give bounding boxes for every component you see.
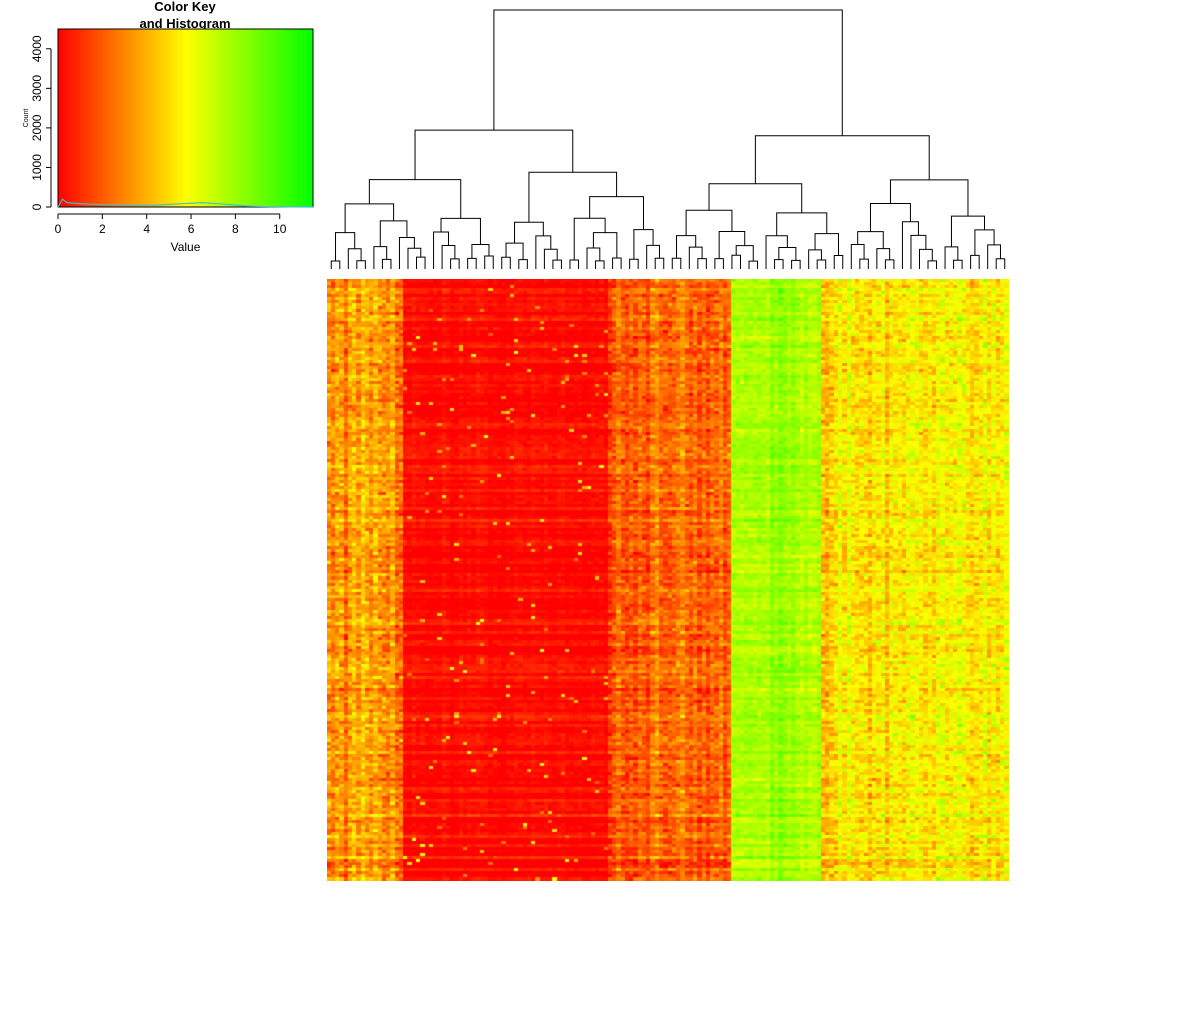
dendrogram-branch — [833, 255, 844, 269]
dendrogram-branch — [633, 229, 654, 260]
color-key-subtitle: and Histogram — [139, 16, 231, 31]
dendrogram-branch — [918, 248, 933, 269]
color-key-gradient — [57, 28, 314, 208]
dendrogram-branch — [407, 247, 422, 269]
x-tick-label: 2 — [99, 222, 106, 236]
dendrogram-branch — [944, 246, 959, 269]
dendrogram-branch — [857, 231, 884, 249]
heatmap-matrix — [327, 279, 1009, 881]
dendrogram-branch — [528, 171, 618, 223]
dendrogram-branch — [398, 236, 415, 269]
dendrogram-branch — [368, 179, 462, 219]
dendrogram-branch — [774, 259, 784, 269]
x-tick-label: 8 — [232, 222, 239, 236]
dendrogram-branch — [344, 203, 395, 233]
column-dendrogram — [330, 9, 1006, 269]
dendrogram-branch — [816, 259, 827, 269]
dendrogram-branch — [471, 243, 490, 259]
dendrogram-branch — [869, 203, 911, 232]
histogram-line — [57, 198, 314, 208]
dendrogram-branch — [347, 248, 362, 269]
dendrogram-branch — [450, 258, 460, 269]
dendrogram-branch — [373, 246, 388, 269]
dendrogram-branch — [748, 260, 759, 269]
dendrogram-branch — [731, 254, 741, 269]
dendrogram-branch — [735, 245, 754, 262]
dendrogram-branch — [595, 260, 605, 269]
color-key-title: Color Key — [154, 0, 216, 14]
dendrogram-branch — [381, 258, 392, 269]
dendrogram-branch — [927, 260, 938, 269]
dendrogram-branch — [754, 135, 930, 184]
dendrogram-branch — [910, 234, 927, 269]
dendrogram-branch — [697, 258, 707, 269]
dendrogram-branch — [433, 231, 449, 269]
x-tick-label: 0 — [55, 222, 62, 236]
x-tick-label: 6 — [188, 222, 195, 236]
dendrogram-branch — [654, 257, 665, 269]
dendrogram-branch — [714, 258, 724, 269]
dendrogram-branch — [440, 217, 481, 245]
dendrogram-branch — [850, 243, 865, 269]
dendrogram-branch — [778, 247, 797, 261]
dendrogram-branch — [335, 232, 356, 261]
color-key-histogram: 0 2 4 6 8 10 Value 0 1000 2000 3000 4000 Count — [23, 28, 314, 254]
dendrogram-branch — [950, 215, 985, 247]
y-axis-label: Count — [23, 109, 30, 128]
dendrogram-branch — [884, 259, 895, 269]
dendrogram-branch — [552, 259, 562, 269]
dendrogram-branch — [330, 260, 341, 269]
dendrogram-branch — [543, 248, 558, 269]
y-tick-label: 0 — [30, 203, 44, 210]
dendrogram-branch — [718, 230, 746, 259]
dendrogram-branch — [688, 246, 703, 269]
dendrogram-branch — [685, 209, 733, 236]
dendrogram-branch — [765, 235, 788, 269]
dendrogram-branch — [901, 221, 919, 269]
dendrogram-branch — [589, 196, 644, 230]
dendrogram-branch — [612, 257, 622, 269]
dendrogram-branch — [889, 179, 969, 217]
y-tick-label: 2000 — [30, 114, 44, 141]
dendrogram-root — [493, 9, 843, 136]
dendrogram-branch — [379, 220, 408, 247]
dendrogram-branch — [876, 248, 891, 269]
dendrogram-branch — [441, 245, 456, 269]
dendrogram-branch — [416, 256, 426, 269]
dendrogram-branch — [676, 235, 697, 259]
x-tick-label: 10 — [273, 222, 287, 236]
dendrogram-branch — [484, 255, 494, 269]
dendrogram-branch — [814, 233, 839, 256]
dendrogram-branch — [592, 232, 618, 258]
dendrogram-branch — [569, 259, 579, 269]
dendrogram-branch — [573, 217, 606, 261]
y-tick-label: 4000 — [30, 35, 44, 62]
dendrogram-branch — [671, 257, 682, 269]
dendrogram-branch — [953, 259, 963, 269]
dendrogram-branch — [776, 212, 828, 236]
dendrogram-branch — [501, 256, 511, 269]
dendrogram-branch — [708, 183, 803, 213]
y-tick-label: 1000 — [30, 154, 44, 181]
dendrogram-branch — [646, 244, 660, 269]
x-tick-label: 4 — [143, 222, 150, 236]
y-tick-label: 3000 — [30, 75, 44, 102]
dendrogram-branch — [514, 221, 544, 244]
dendrogram-branch — [974, 229, 995, 256]
dendrogram-branch — [518, 259, 528, 269]
dendrogram-branch — [356, 260, 366, 269]
x-axis-label: Value — [171, 240, 201, 254]
dendrogram-branch — [859, 258, 869, 269]
dendrogram-branch — [995, 258, 1006, 269]
dendrogram-branch — [505, 242, 524, 260]
dendrogram-branch — [586, 247, 601, 269]
dendrogram-branch — [970, 254, 980, 269]
dendrogram-branch — [629, 258, 639, 269]
dendrogram-branch — [791, 259, 801, 269]
dendrogram-branch — [987, 244, 1001, 269]
dendrogram-branch — [535, 235, 552, 269]
dendrogram-branch — [467, 257, 477, 269]
dendrogram-branch — [808, 249, 822, 269]
